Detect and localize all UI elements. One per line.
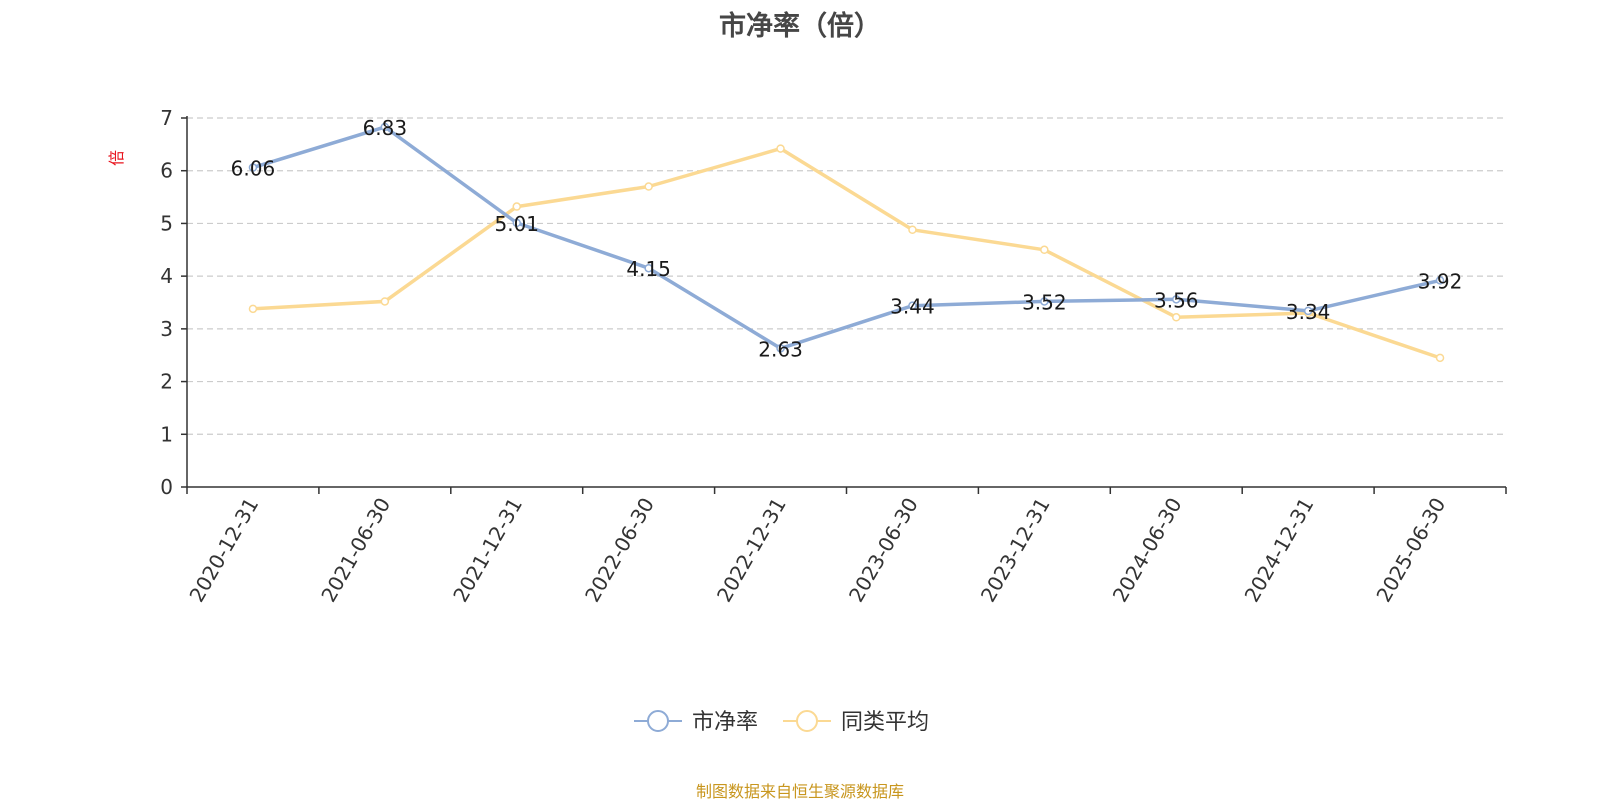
- y-tick-label: 4: [160, 264, 173, 288]
- y-tick-label: 3: [160, 317, 173, 341]
- source-note: 制图数据来自恒生聚源数据库: [695, 782, 904, 801]
- data-label: 2.63: [758, 337, 803, 361]
- series-layer: [248, 122, 1445, 363]
- y-axis-title: 倍: [107, 150, 126, 166]
- series-point: [1435, 276, 1445, 285]
- data-label: 4.15: [626, 257, 671, 281]
- series-point: [1040, 245, 1049, 255]
- series-point: [776, 344, 785, 353]
- y-tick-label: 1: [160, 422, 173, 446]
- y-tick-label: 0: [160, 475, 173, 499]
- x-tick-label: 2020-12-31: [184, 494, 263, 607]
- x-tick-label: 2021-12-31: [448, 494, 527, 607]
- x-tick-label: 2024-06-30: [1108, 494, 1187, 607]
- x-tick-label: 2021-06-30: [316, 494, 395, 607]
- series-point: [908, 225, 917, 235]
- series-point: [776, 144, 785, 153]
- data-label: 6.06: [231, 157, 276, 181]
- series-point: [380, 122, 390, 132]
- series-point: [1172, 313, 1181, 322]
- y-tick-label: 7: [160, 106, 173, 130]
- series-point: [1303, 306, 1313, 316]
- x-tick-label: 2022-12-31: [712, 494, 791, 607]
- data-label: 6.83: [363, 116, 408, 140]
- legend-label: 同类平均: [841, 710, 929, 735]
- legend[interactable]: 市净率 同类平均: [634, 710, 929, 735]
- series-line: [251, 146, 1442, 360]
- data-label: 3.52: [1022, 290, 1067, 314]
- x-tick-label: 2024-12-31: [1240, 494, 1319, 607]
- data-label: 3.92: [1418, 269, 1463, 293]
- y-tick-label: 6: [160, 159, 173, 183]
- y-tick-label: 2: [160, 370, 173, 394]
- data-labels: 6.06 6.83 5.01 4.15 2.63 3.44 3.52 3.56 3.34 3.92: [231, 116, 1463, 361]
- series-point: [644, 182, 653, 191]
- data-label: 3.34: [1286, 300, 1331, 324]
- series-point: [380, 297, 390, 306]
- x-tick-label: 2023-12-31: [976, 494, 1055, 607]
- series-point: [908, 301, 917, 310]
- series-point: [512, 218, 521, 228]
- legend-label: 市净率: [692, 710, 758, 735]
- legend-item[interactable]: 同类平均: [783, 710, 929, 735]
- legend-item[interactable]: 市净率: [634, 710, 758, 735]
- series-point: [1435, 353, 1445, 363]
- data-label: 3.56: [1154, 288, 1199, 312]
- legend-marker: [647, 710, 669, 732]
- series-line: [251, 125, 1442, 351]
- series-point: [1040, 297, 1049, 306]
- series-point: [644, 263, 653, 273]
- series-point: [512, 202, 521, 211]
- series-point: [248, 304, 258, 314]
- y-tick-label: 5: [160, 211, 173, 235]
- data-label: 3.44: [890, 295, 935, 319]
- x-tick-label: 2025-06-30: [1371, 494, 1450, 607]
- chart-title: 市净率（倍）: [719, 11, 881, 42]
- legend-marker: [796, 710, 818, 732]
- series-point: [1172, 295, 1181, 304]
- x-tick-label: 2023-06-30: [844, 493, 923, 606]
- x-tick-label: 2022-06-30: [580, 494, 659, 607]
- data-label: 5.01: [494, 212, 539, 236]
- grid-lines: [187, 117, 1506, 435]
- series-point: [248, 163, 258, 172]
